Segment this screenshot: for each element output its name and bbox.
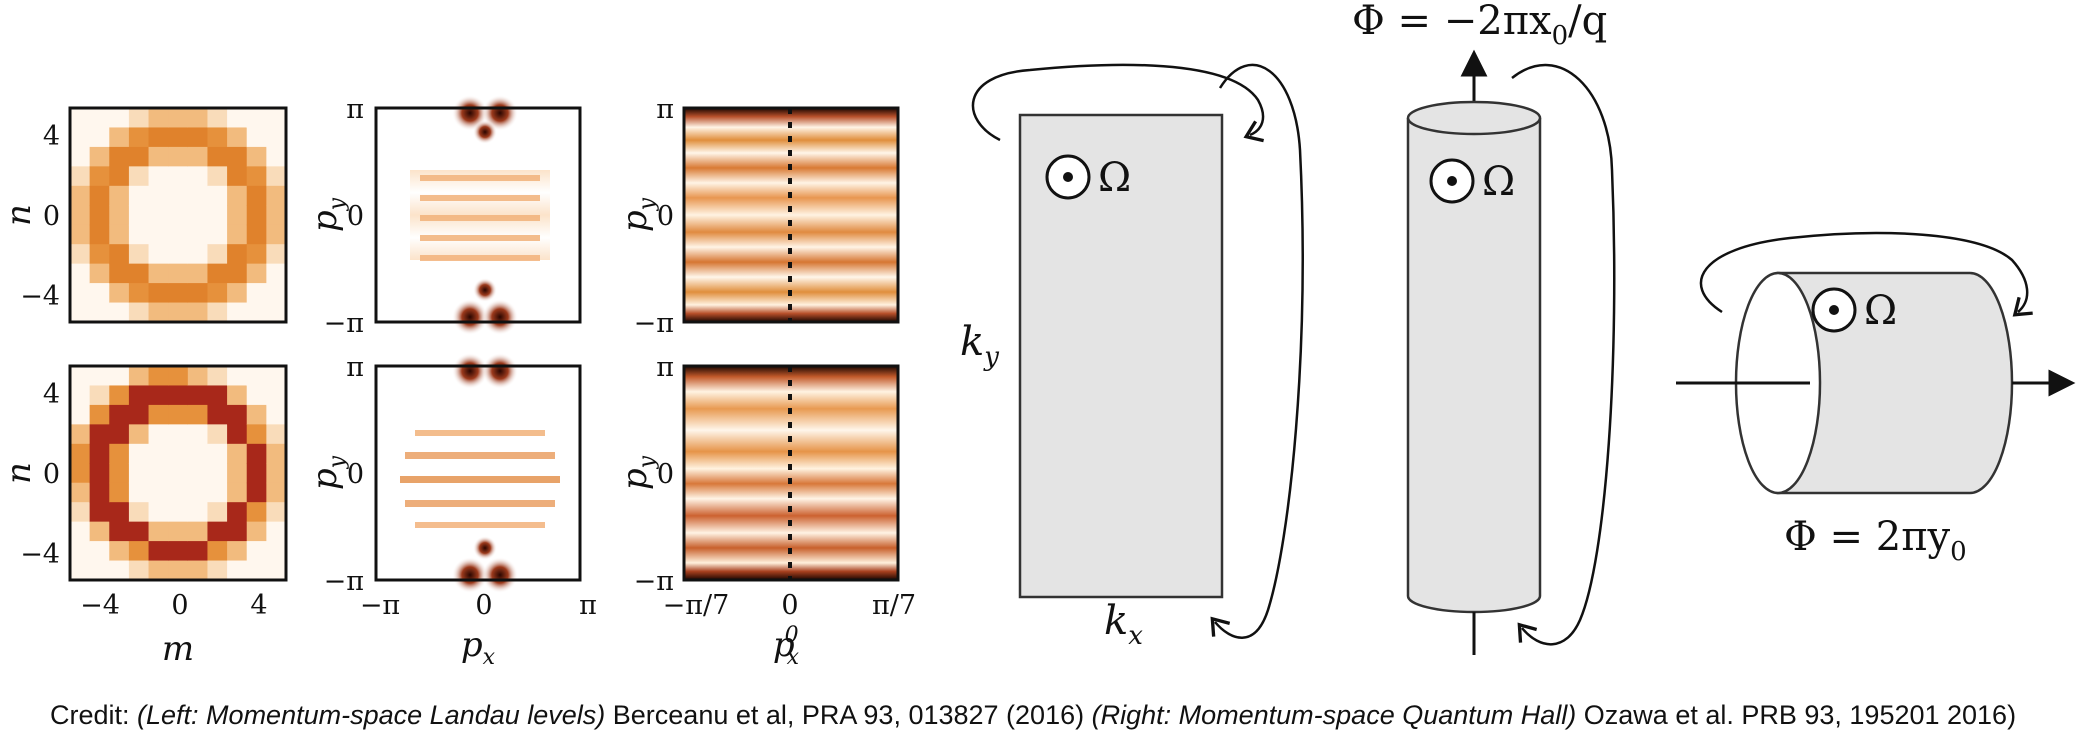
ytick-label: π <box>346 352 364 383</box>
ytick-label: −π <box>634 566 674 597</box>
xtick-label: 4 <box>250 590 267 621</box>
ytick-label: 4 <box>43 379 60 410</box>
vertical-cylinder: Ω Φ = −2πx0/q <box>1352 0 1616 655</box>
ytick-label: 0 <box>657 201 674 232</box>
col1-xlabel: m <box>162 629 194 669</box>
flat-kx-label: kx <box>1104 598 1143 651</box>
xtick-label: π/7 <box>872 590 916 621</box>
col2-bottom-ylabel: py <box>305 455 350 490</box>
credit-prefix: Credit: <box>50 700 138 730</box>
col1-ytick-labels: 4 0 −4 4 0 −4 <box>20 121 60 570</box>
col2-xlabel: px <box>461 625 496 670</box>
xtick-label: 0 <box>475 590 492 621</box>
panel-col1-bottom <box>68 364 288 582</box>
col2-ytick-labels: π 0 −π π 0 −π <box>324 94 364 597</box>
flux-horizontal-label: Φ = 2πy0 <box>1784 514 1967 567</box>
figure: 4 0 −4 4 0 −4 −4 0 4 n n m <box>0 0 2076 670</box>
hcyl-omega-label: Ω <box>1864 288 1897 334</box>
col3-xlabel: p0 x <box>773 623 800 670</box>
ytick-label: 0 <box>347 201 364 232</box>
col3-xtick-labels: −π/7 0 π/7 <box>663 590 916 621</box>
panel-col3-top <box>682 106 900 324</box>
ytick-label: 0 <box>347 459 364 490</box>
ytick-label: π <box>346 94 364 125</box>
col1-bottom-ylabel: n <box>0 462 39 484</box>
ytick-label: 0 <box>43 201 60 232</box>
panel-col2-bottom <box>374 353 582 593</box>
xtick-label: −π/7 <box>663 590 730 621</box>
ytick-label: −4 <box>20 539 60 570</box>
ytick-label: −π <box>324 308 364 339</box>
col1-top-ylabel: n <box>0 204 39 226</box>
ytick-label: −π <box>324 566 364 597</box>
ytick-label: 0 <box>657 459 674 490</box>
cylinder-omega-label: Ω <box>1482 159 1515 205</box>
ytick-label: π <box>656 352 674 383</box>
credit-right-ref: Ozawa et al. PRB 93, 195201 2016) <box>1576 700 2017 730</box>
credit-left-title: (Left: Momentum-space Landau levels) <box>137 700 606 730</box>
col3-ytick-labels: π 0 −π π 0 −π <box>634 94 674 597</box>
credit-left-ref: Berceanu et al, PRA 93, 013827 (2016) <box>605 700 1092 730</box>
flat-ky-label: ky <box>960 319 999 372</box>
ytick-label: −π <box>634 308 674 339</box>
xtick-label: 0 <box>781 590 798 621</box>
credit-line: Credit: (Left: Momentum-space Landau lev… <box>50 700 2050 731</box>
flat-omega-label: Ω <box>1098 155 1131 201</box>
panel-col2-top <box>374 95 582 335</box>
ytick-label: 0 <box>43 459 60 490</box>
col2-top-ylabel: py <box>305 197 350 232</box>
col3-top-ylabel: py <box>615 197 660 232</box>
ytick-label: −4 <box>20 281 60 312</box>
col3-bottom-ylabel: py <box>615 455 660 490</box>
xtick-label: −4 <box>80 590 120 621</box>
ytick-label: π <box>656 94 674 125</box>
col1-xtick-labels: −4 0 4 <box>80 590 268 621</box>
col2-xtick-labels: −π 0 π <box>360 590 597 621</box>
flux-vertical-label: Φ = −2πx0/q <box>1352 0 1607 51</box>
horizontal-cylinder: Ω Φ = 2πy0 <box>1676 231 2076 567</box>
credit-right-title: (Right: Momentum-space Quantum Hall) <box>1091 700 1577 730</box>
xtick-label: 0 <box>171 590 188 621</box>
xtick-label: −π <box>360 590 400 621</box>
ytick-label: 4 <box>43 121 60 152</box>
flat-zone: Ω ky kx <box>960 63 1304 651</box>
panel-col1-top <box>68 106 288 324</box>
xtick-label: π <box>579 590 597 621</box>
panel-col3-bottom <box>682 364 900 582</box>
